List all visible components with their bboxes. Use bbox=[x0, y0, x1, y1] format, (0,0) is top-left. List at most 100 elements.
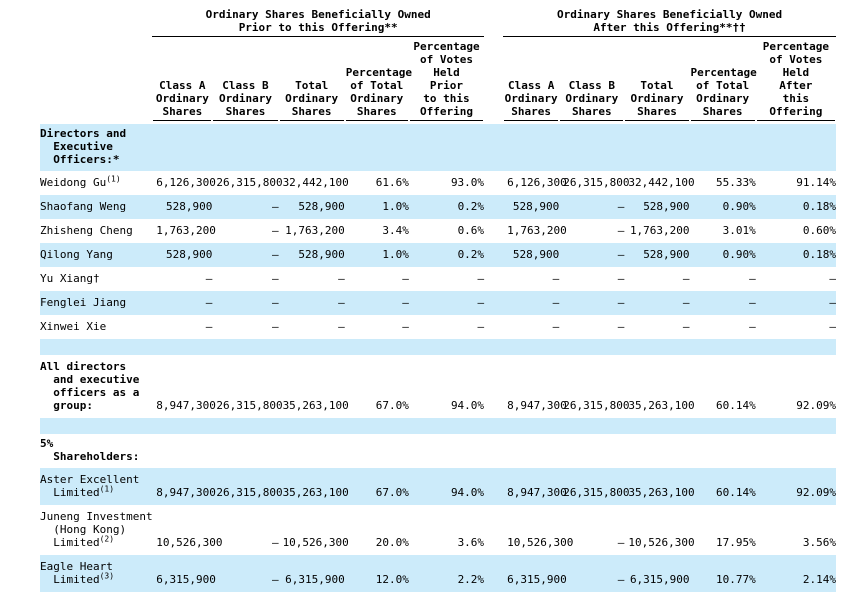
col-header-total-after: Total Ordinary Shares bbox=[624, 37, 689, 125]
cell-pct-votes-prior: 94.0% bbox=[450, 486, 485, 499]
cell-pct-votes-after: 2.14% bbox=[802, 573, 836, 586]
cell-class-a-after: 1,763,200 bbox=[507, 224, 567, 237]
cell-class-b-prior: — bbox=[271, 573, 279, 586]
cell-class-a-prior: 6,315,900 bbox=[156, 573, 216, 586]
cell-total-prior: — bbox=[338, 296, 345, 309]
shareholder-name-cell: Fenglei Jiang bbox=[40, 291, 152, 315]
cell-class-b-after: — bbox=[617, 248, 625, 261]
cell-pct-total-prior: 3.4% bbox=[382, 224, 409, 237]
cell-total-after bbox=[624, 434, 689, 468]
cell-pct-total-after: — bbox=[749, 320, 756, 333]
cell-pct-total-prior: — bbox=[402, 296, 409, 309]
table-row: Weidong Gu(1) 6,126,300 26,315,800 32,44… bbox=[40, 171, 836, 195]
cell-class-b-after: — bbox=[617, 573, 625, 586]
cell-class-a-after: — bbox=[552, 320, 560, 333]
cell-total-after: 35,263,100 bbox=[628, 486, 695, 499]
cell-class-b-prior bbox=[212, 124, 278, 171]
spacer-cell bbox=[40, 418, 836, 434]
spacer-row bbox=[40, 339, 836, 355]
cell-total-after: 6,315,900 bbox=[629, 573, 690, 586]
cell-class-b-after: 26,315,800 bbox=[563, 399, 630, 412]
column-gap bbox=[484, 37, 503, 125]
cell-class-a-prior: — bbox=[205, 296, 213, 309]
group-title-after-offering: Ordinary Shares Beneficially Owned After… bbox=[503, 8, 836, 37]
cell-gap bbox=[484, 355, 503, 418]
shareholder-name-cell: All directors and executive officers as … bbox=[40, 355, 152, 418]
group-title-prior-label: Ordinary Shares Beneficially Owned Prior… bbox=[205, 8, 431, 34]
shareholder-name: Qilong Yang bbox=[40, 248, 113, 261]
cell-class-a-prior bbox=[152, 124, 212, 171]
cell-pct-total-prior: 20.0% bbox=[375, 536, 409, 549]
cell-class-b-after bbox=[559, 124, 624, 171]
cell-class-a-prior bbox=[152, 434, 212, 468]
cell-class-b-prior bbox=[212, 434, 278, 468]
cell-class-b-prior: — bbox=[271, 224, 279, 237]
cell-class-b-after: — bbox=[617, 296, 625, 309]
col-header-pct-votes-prior: Percentage of Votes Held Prior to this O… bbox=[409, 37, 484, 125]
shareholder-name: Shaofang Weng bbox=[40, 200, 127, 213]
cell-class-b-after: — bbox=[617, 200, 625, 213]
cell-pct-total-after: 0.90% bbox=[722, 200, 756, 213]
cell-class-b-after: 26,315,800 bbox=[563, 176, 630, 189]
shareholder-name-cell: Aster Excellent Limited(1) bbox=[40, 468, 152, 505]
cell-total-prior: 1,763,200 bbox=[285, 224, 345, 237]
cell-class-a-prior: 528,900 bbox=[166, 200, 213, 213]
cell-total-after: 32,442,100 bbox=[628, 176, 695, 189]
group-title-after-label: Ordinary Shares Beneficially Owned After… bbox=[556, 8, 783, 34]
col-header-class-b-after: Class B Ordinary Shares bbox=[559, 37, 624, 125]
column-header-row: Class A Ordinary Shares Class B Ordinary… bbox=[40, 37, 836, 125]
spacer-cell bbox=[40, 339, 836, 355]
cell-pct-votes-prior: 3.6% bbox=[457, 536, 485, 549]
shareholder-name: Fenglei Jiang bbox=[40, 296, 127, 309]
cell-pct-total-prior: — bbox=[402, 320, 409, 333]
cell-pct-total-after: 60.14% bbox=[715, 486, 756, 499]
shareholder-name-cell: Qilong Yang bbox=[40, 243, 152, 267]
table-row: Yu Xiang† — — — — — — — — — — bbox=[40, 267, 836, 291]
footnote-ref: (1) bbox=[99, 484, 115, 494]
cell-pct-votes-after: 0.60% bbox=[802, 224, 836, 237]
cell-class-a-after bbox=[503, 434, 559, 468]
shareholder-name: Xinwei Xie bbox=[40, 320, 107, 333]
cell-pct-total-prior bbox=[345, 434, 409, 468]
cell-pct-votes-after: — bbox=[829, 272, 836, 285]
cell-total-after: 10,526,300 bbox=[628, 536, 695, 549]
cell-gap bbox=[484, 171, 503, 195]
footnote-ref: (2) bbox=[99, 534, 115, 544]
beneficial-ownership-table: Ordinary Shares Beneficially Owned Prior… bbox=[40, 8, 836, 592]
shareholder-name: Aster Excellent Limited bbox=[40, 473, 140, 499]
cell-pct-votes-prior: — bbox=[477, 272, 485, 285]
cell-class-a-after: 8,947,300 bbox=[507, 486, 567, 499]
cell-pct-total-after bbox=[690, 434, 756, 468]
shareholder-name-cell: Weidong Gu(1) bbox=[40, 171, 152, 195]
table-row: Xinwei Xie — — — — — — — — — — bbox=[40, 315, 836, 339]
cell-total-prior bbox=[279, 124, 345, 171]
cell-total-prior: 32,442,100 bbox=[282, 176, 349, 189]
cell-total-after bbox=[624, 124, 689, 171]
col-header-class-a-after: Class A Ordinary Shares bbox=[503, 37, 559, 125]
cell-class-b-prior: — bbox=[271, 320, 279, 333]
table-row: Eagle Heart Limited(3) 6,315,900 — 6,315… bbox=[40, 555, 836, 592]
cell-total-after: — bbox=[682, 320, 690, 333]
cell-total-prior: 35,263,100 bbox=[282, 486, 349, 499]
shareholder-name: Directors and Executive Officers:* bbox=[40, 127, 127, 166]
cell-class-b-after: — bbox=[617, 272, 625, 285]
cell-pct-total-prior: 12.0% bbox=[375, 573, 409, 586]
shareholder-name: Eagle Heart Limited bbox=[40, 560, 113, 586]
cell-total-prior: 10,526,300 bbox=[282, 536, 349, 549]
cell-pct-votes-prior: 2.2% bbox=[457, 573, 485, 586]
cell-pct-votes-prior: 0.2% bbox=[457, 200, 485, 213]
cell-class-b-after: — bbox=[617, 320, 625, 333]
group-title-prior-offering: Ordinary Shares Beneficially Owned Prior… bbox=[152, 8, 485, 37]
cell-total-after: 528,900 bbox=[643, 200, 690, 213]
cell-class-b-prior: — bbox=[271, 296, 279, 309]
cell-total-prior: — bbox=[338, 320, 345, 333]
cell-class-a-after: 528,900 bbox=[512, 248, 560, 261]
cell-total-prior: 6,315,900 bbox=[285, 573, 345, 586]
cell-class-a-prior: — bbox=[205, 320, 213, 333]
table-row: Zhisheng Cheng 1,763,200 — 1,763,200 3.4… bbox=[40, 219, 836, 243]
cell-class-a-prior: 8,947,300 bbox=[156, 399, 216, 412]
cell-pct-votes-prior: — bbox=[477, 320, 485, 333]
cell-gap bbox=[484, 291, 503, 315]
shareholder-name-cell: Juneng Investment (Hong Kong) Limited(2) bbox=[40, 505, 153, 555]
shareholder-name-cell: 5% Shareholders: bbox=[40, 434, 152, 468]
